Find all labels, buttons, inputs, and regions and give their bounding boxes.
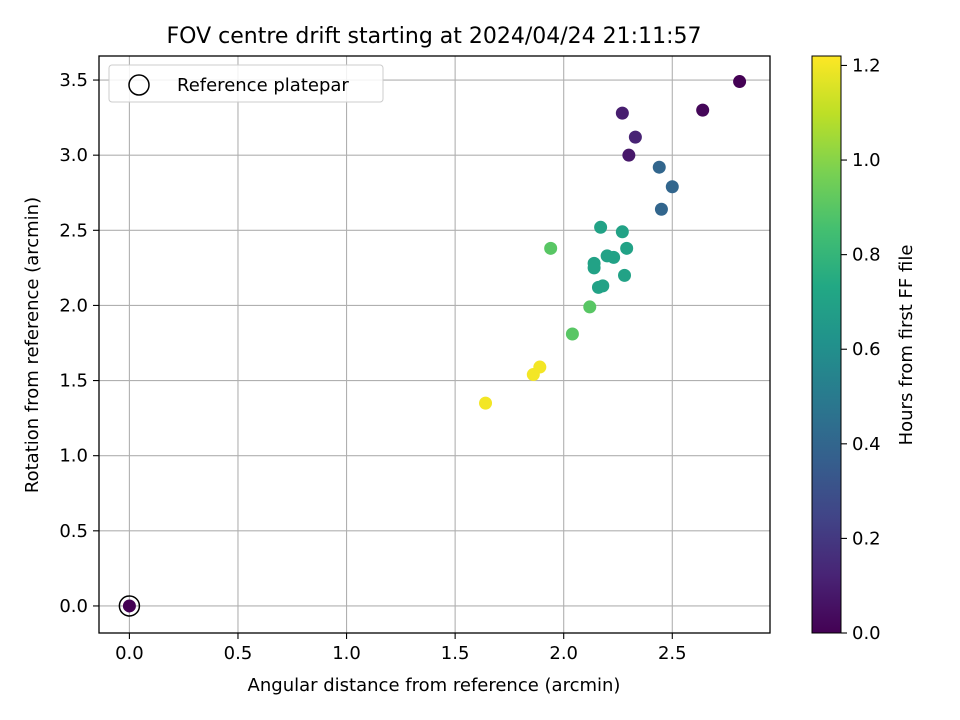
legend-label-reference: Reference platepar — [177, 75, 349, 96]
colorbar-label: Hours from first FF file — [896, 245, 917, 446]
data-point — [565, 327, 579, 341]
y-axis-label: Rotation from reference (arcmin) — [22, 197, 43, 493]
data-point — [544, 241, 558, 255]
data-point — [652, 160, 666, 174]
data-point — [594, 220, 608, 234]
y-tick-label: 2.0 — [59, 295, 88, 316]
data-point — [654, 202, 668, 216]
x-axis-ticks: 0.0 0.5 1.0 1.5 2.0 2.5 — [115, 633, 687, 664]
x-tick-label: 1.5 — [441, 643, 470, 664]
colorbar-ticks: 0.0 0.2 0.4 0.6 0.8 1.0 1.2 — [841, 55, 881, 644]
data-point — [628, 130, 642, 144]
x-tick-label: 0.5 — [224, 643, 253, 664]
colorbar-tick-label: 0.0 — [852, 623, 881, 644]
legend-marker-reference — [128, 74, 150, 96]
data-point — [526, 368, 540, 382]
colorbar-gradient — [811, 55, 842, 634]
data-point — [479, 396, 493, 410]
x-tick-label: 2.5 — [658, 643, 687, 664]
legend: Reference platepar — [108, 64, 384, 103]
data-point — [596, 279, 610, 293]
y-axis-ticks: 0.0 0.5 1.0 1.5 2.0 2.5 3.0 3.5 — [59, 70, 99, 617]
data-point — [122, 599, 136, 613]
legend-box — [108, 64, 384, 103]
data-point — [615, 106, 629, 120]
colorbar: 0.0 0.2 0.4 0.6 0.8 1.0 1.2 Hours from first F… — [811, 55, 917, 644]
x-tick-label: 1.0 — [332, 643, 361, 664]
y-tick-label: 1.5 — [59, 371, 88, 392]
scatter-points — [118, 75, 747, 617]
y-tick-label: 0.0 — [59, 596, 88, 617]
data-point — [583, 300, 597, 314]
colorbar-tick-label: 0.8 — [852, 245, 881, 266]
data-point — [618, 268, 632, 282]
x-tick-label: 0.0 — [115, 643, 144, 664]
y-tick-label: 3.5 — [59, 70, 88, 91]
x-tick-label: 2.0 — [549, 643, 578, 664]
data-point — [587, 261, 601, 275]
data-point — [733, 75, 747, 89]
data-point — [622, 148, 636, 162]
colorbar-tick-label: 1.2 — [852, 55, 881, 76]
x-axis-label: Angular distance from reference (arcmin) — [248, 675, 621, 696]
plot-area-frame — [98, 55, 771, 634]
colorbar-tick-label: 0.2 — [852, 528, 881, 549]
data-point — [696, 103, 710, 117]
y-tick-label: 1.0 — [59, 446, 88, 467]
colorbar-tick-label: 1.0 — [852, 150, 881, 171]
chart-title: FOV centre drift starting at 2024/04/24 … — [167, 24, 702, 49]
y-tick-label: 3.0 — [59, 145, 88, 166]
y-tick-label: 0.5 — [59, 521, 88, 542]
y-tick-label: 2.5 — [59, 220, 88, 241]
colorbar-tick-label: 0.6 — [852, 339, 881, 360]
reference-platepar-marker — [118, 595, 141, 617]
data-point — [665, 180, 679, 194]
grid-lines — [99, 56, 770, 633]
data-point — [607, 250, 621, 264]
colorbar-tick-label: 0.4 — [852, 434, 881, 455]
data-point — [615, 225, 629, 239]
data-point — [620, 241, 634, 255]
